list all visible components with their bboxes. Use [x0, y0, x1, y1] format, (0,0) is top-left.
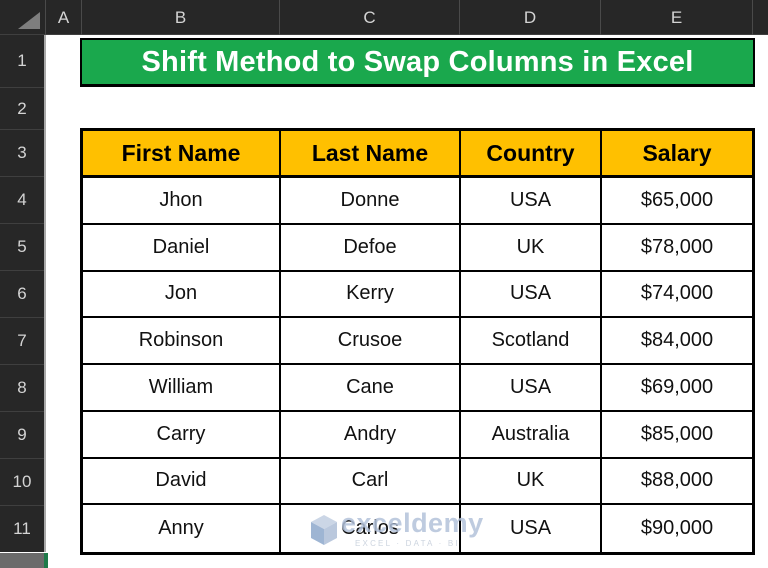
cell-C11[interactable]: Carlos: [281, 505, 461, 552]
cell-C3[interactable]: Last Name: [281, 131, 461, 178]
row-header-1[interactable]: 1: [0, 35, 44, 88]
row-header-11[interactable]: 11: [13, 519, 31, 538]
cell-E6[interactable]: $74,000: [602, 272, 752, 319]
cell-C5[interactable]: Defoe: [281, 224, 461, 272]
column-header-a[interactable]: A: [46, 0, 82, 35]
cell-C6[interactable]: Kerry: [281, 271, 461, 319]
row-header-10[interactable]: 10: [0, 459, 44, 506]
cell-B8[interactable]: William: [83, 365, 281, 412]
cell-B5[interactable]: Daniel: [83, 224, 281, 272]
row-12-selection-accent: [44, 553, 48, 568]
title-banner-cell[interactable]: Shift Method to Swap Columns in Excel: [80, 38, 755, 87]
cell-E11[interactable]: $90,000: [640, 517, 714, 540]
cell-C7[interactable]: Crusoe: [281, 318, 461, 365]
cell-B6[interactable]: Jon: [83, 271, 281, 319]
cell-C10[interactable]: Carl: [281, 458, 461, 506]
row-header-4[interactable]: 4: [0, 177, 44, 224]
column-header-d[interactable]: D: [460, 0, 601, 35]
cell-B9[interactable]: Carry: [83, 411, 281, 459]
cell-D5[interactable]: UK: [461, 224, 602, 272]
cell-B4[interactable]: Jhon: [83, 178, 281, 225]
select-all-corner[interactable]: [0, 0, 46, 35]
column-header-c[interactable]: C: [280, 0, 460, 35]
cell-D4[interactable]: USA: [461, 178, 602, 225]
cell-D7[interactable]: Scotland: [461, 318, 602, 365]
cell-E4[interactable]: $65,000: [602, 178, 752, 225]
column-header-e[interactable]: E: [601, 0, 753, 35]
row-header-9[interactable]: 9: [0, 412, 44, 459]
sheet-title: Shift Method to Swap Columns in Excel: [141, 45, 694, 78]
column-header-f-partial[interactable]: [753, 0, 768, 35]
cell-C4[interactable]: Donne: [281, 178, 461, 225]
column-header-strip: A B C D E: [0, 0, 768, 35]
data-table: First Name Last Name Country Salary Jhon…: [80, 128, 755, 555]
cell-E9[interactable]: $85,000: [602, 412, 752, 459]
row-header-2[interactable]: 2: [0, 88, 44, 130]
row-header-12-partial[interactable]: [0, 553, 44, 568]
cell-D3[interactable]: Country: [461, 131, 602, 178]
cell-C8[interactable]: Cane: [281, 365, 461, 412]
cell-B3[interactable]: First Name: [83, 131, 281, 178]
row-header-7[interactable]: 7: [0, 318, 44, 365]
cell-E8[interactable]: $69,000: [602, 365, 752, 412]
cell-E3[interactable]: Salary: [602, 131, 752, 178]
column-header-b[interactable]: B: [82, 0, 280, 35]
row-header-strip: 1 2 3 4 5 6 7 8 9 10 11: [0, 35, 46, 552]
cell-D9[interactable]: Australia: [461, 411, 602, 459]
row-header-5[interactable]: 5: [0, 224, 44, 271]
cell-E10[interactable]: $88,000: [602, 459, 752, 506]
cell-E5[interactable]: $78,000: [602, 225, 752, 272]
cell-E7[interactable]: $84,000: [602, 318, 752, 365]
row-header-3[interactable]: 3: [0, 130, 44, 177]
cell-D6[interactable]: USA: [461, 271, 602, 319]
cell-B7[interactable]: Robinson: [83, 318, 281, 365]
cell-B11[interactable]: Anny: [83, 505, 281, 552]
cell-B10[interactable]: David: [83, 458, 281, 506]
cell-C9[interactable]: Andry: [281, 411, 461, 459]
cell-D11[interactable]: USA: [461, 505, 602, 552]
row-header-8[interactable]: 8: [0, 365, 44, 412]
row-header-6[interactable]: 6: [0, 271, 44, 318]
cell-D10[interactable]: UK: [461, 458, 602, 506]
select-all-icon: [18, 12, 40, 29]
cell-D8[interactable]: USA: [461, 365, 602, 412]
